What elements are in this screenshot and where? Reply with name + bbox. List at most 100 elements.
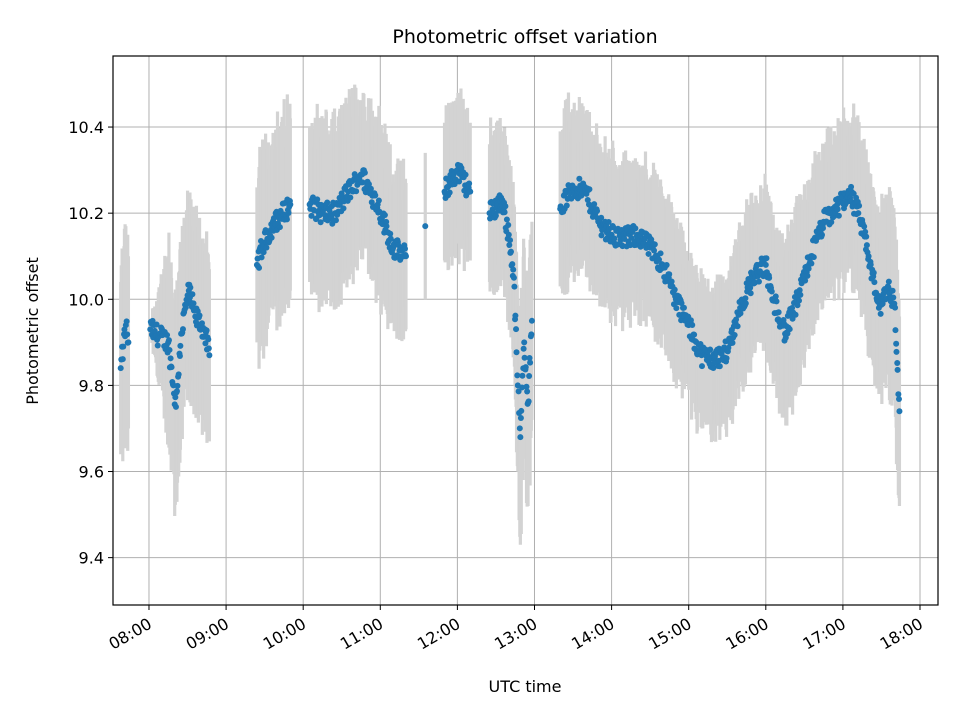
data-point [120,343,127,350]
data-point [895,396,902,403]
data-point [285,209,292,216]
y-axis-label: Photometric offset [23,257,42,405]
data-point [723,355,730,362]
data-point [503,216,510,223]
data-point [512,312,519,319]
data-point [668,278,675,285]
data-point [614,241,621,248]
data-point [176,353,183,360]
data-point [733,316,740,323]
data-point [164,331,171,338]
data-point [365,181,372,188]
data-point [507,248,514,255]
data-point [671,286,678,293]
data-point [196,312,203,319]
data-point [324,199,331,206]
data-point [314,196,321,203]
data-point [175,371,182,378]
data-point [804,272,811,279]
data-point [856,202,863,209]
data-point [276,224,283,231]
data-point [865,253,872,260]
data-point [737,310,744,317]
data-point [381,212,388,219]
data-point [632,225,639,232]
data-point [510,274,517,281]
data-point [375,197,382,204]
data-point [689,322,696,329]
data-point [189,291,196,298]
data-point [794,302,801,309]
data-point [332,217,339,224]
data-point [611,235,618,242]
data-point [467,188,474,195]
data-point [517,434,524,441]
data-point [680,304,687,311]
data-point [729,339,736,346]
data-point [725,344,732,351]
data-point [528,331,535,338]
data-point [153,321,160,328]
data-point [834,206,841,213]
data-point [401,245,408,252]
data-point [768,288,775,295]
data-point [383,218,390,225]
data-point [308,212,315,219]
data-point [802,277,809,284]
data-point [707,346,714,353]
data-point [731,332,738,339]
y-tick-label: 9.8 [79,376,104,395]
data-point [256,264,263,271]
data-point [124,331,131,338]
data-point [848,183,855,190]
data-point [766,274,773,281]
data-point [462,171,469,178]
data-point [340,205,347,212]
data-point [885,284,892,291]
data-point [586,186,593,193]
data-point [755,278,762,285]
data-point [828,219,835,226]
y-tick-label: 9.6 [79,463,104,482]
data-point [287,201,294,208]
y-tick-label: 10.0 [68,290,104,309]
data-point [283,216,290,223]
data-point [892,327,899,334]
data-point [772,293,779,300]
data-point [520,345,527,352]
data-point [734,323,741,330]
data-point [205,336,212,343]
data-point [527,359,534,366]
data-point [655,256,662,263]
data-point [871,279,878,286]
data-point [863,233,870,240]
data-point [792,311,799,318]
data-point [270,215,277,222]
data-point [514,372,521,379]
data-point [890,294,897,301]
data-point [775,309,782,316]
data-point [673,305,680,312]
data-point [263,244,270,251]
data-point [757,268,764,275]
data-point [691,331,698,338]
data-point [889,287,896,294]
data-point [187,284,194,291]
data-point [383,223,390,230]
data-point [151,327,158,334]
data-point [521,354,528,361]
data-point [519,384,526,391]
data-point [526,373,533,380]
y-tick-label: 10.4 [68,118,104,137]
y-axis: 9.4 9.6 9.8 10.0 10.2 10.4 [68,118,113,568]
data-point [698,363,705,370]
data-point [598,232,605,239]
data-point [347,194,354,201]
data-point [786,326,793,333]
data-point [466,180,473,187]
y-tick-label: 10.2 [68,204,104,223]
data-point [372,192,379,199]
data-point [818,231,825,238]
x-axis-label: UTC time [489,677,562,696]
